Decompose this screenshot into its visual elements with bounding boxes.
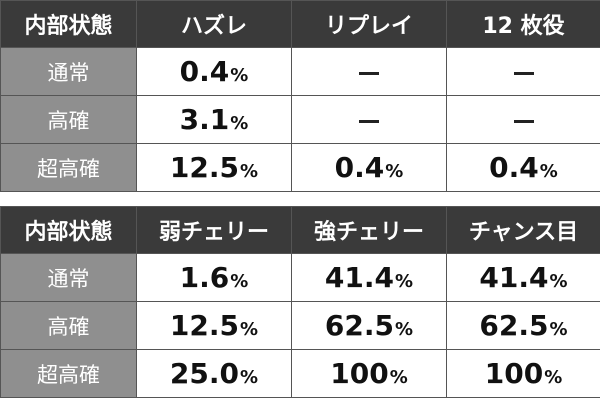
value-cell: 0.4% xyxy=(446,143,600,192)
table-row: 超高確 25.0% 100% 100% xyxy=(0,349,600,398)
value-cell: 12.5% xyxy=(136,143,292,192)
value-cell: 25.0% xyxy=(136,349,292,398)
value-cell: 12.5% xyxy=(136,301,292,350)
probability-table-1: 内部状態 ハズレ リプレイ 12 枚役 通常 0.4% 高確 3.1% 超高確 … xyxy=(0,0,600,192)
percent-sign: % xyxy=(544,367,563,388)
state-cell: 高確 xyxy=(0,95,137,144)
state-cell: 超高確 xyxy=(0,349,137,398)
percent-sign: % xyxy=(395,271,414,292)
table-row: 高確 12.5% 62.5% 62.5% xyxy=(0,301,600,350)
value-number: 1.6 xyxy=(179,261,230,294)
percent-sign: % xyxy=(539,161,558,182)
value-cell: 0.4% xyxy=(136,47,292,96)
header-cell-hazure: ハズレ xyxy=(136,0,292,48)
value-number: 25.0 xyxy=(169,357,240,390)
state-cell: 高確 xyxy=(0,301,137,350)
percent-sign: % xyxy=(240,319,259,340)
dash-mark xyxy=(359,71,379,75)
value-number: 62.5 xyxy=(324,309,395,342)
value-cell: 3.1% xyxy=(136,95,292,144)
value-cell: 1.6% xyxy=(136,253,292,302)
value-cell: 100% xyxy=(446,349,600,398)
value-cell: 0.4% xyxy=(291,143,447,192)
percent-sign: % xyxy=(230,271,249,292)
value-number: 12.5 xyxy=(169,151,240,184)
value-number: 3.1 xyxy=(179,103,230,136)
header-row: 内部状態 弱チェリー 強チェリー チャンス目 xyxy=(0,206,600,254)
table-row: 通常 0.4% xyxy=(0,47,600,96)
header-cell-strong-cherry: 強チェリー xyxy=(291,206,447,254)
percent-sign: % xyxy=(395,319,414,340)
header-cell-weak-cherry: 弱チェリー xyxy=(136,206,292,254)
value-cell: 100% xyxy=(291,349,447,398)
value-cell xyxy=(446,95,600,144)
value-cell: 62.5% xyxy=(446,301,600,350)
percent-sign: % xyxy=(385,161,404,182)
value-number: 12.5 xyxy=(169,309,240,342)
table-row: 超高確 12.5% 0.4% 0.4% xyxy=(0,143,600,192)
value-number: 62.5 xyxy=(479,309,549,342)
percent-sign: % xyxy=(230,113,249,134)
value-cell xyxy=(291,47,447,96)
state-cell: 超高確 xyxy=(0,143,137,192)
percent-sign: % xyxy=(549,319,568,340)
value-cell xyxy=(446,47,600,96)
value-number: 41.4 xyxy=(324,261,395,294)
header-cell-state: 内部状態 xyxy=(0,206,137,254)
value-number: 41.4 xyxy=(479,261,549,294)
header-row: 内部状態 ハズレ リプレイ 12 枚役 xyxy=(0,0,600,48)
value-number: 0.4 xyxy=(489,151,539,184)
state-cell: 通常 xyxy=(0,253,137,302)
header-cell-replay: リプレイ xyxy=(291,0,447,48)
value-cell: 41.4% xyxy=(291,253,447,302)
state-cell: 通常 xyxy=(0,47,137,96)
dash-mark xyxy=(513,119,534,123)
dash-mark xyxy=(513,71,534,75)
value-number: 100 xyxy=(484,357,544,390)
table-row: 通常 1.6% 41.4% 41.4% xyxy=(0,253,600,302)
percent-sign: % xyxy=(389,367,408,388)
value-cell: 62.5% xyxy=(291,301,447,350)
value-number: 100 xyxy=(330,357,389,390)
header-cell-chance-me: チャンス目 xyxy=(446,206,600,254)
percent-sign: % xyxy=(230,65,249,86)
value-number: 0.4 xyxy=(334,151,385,184)
value-cell: 41.4% xyxy=(446,253,600,302)
percent-sign: % xyxy=(240,161,259,182)
dash-mark xyxy=(359,119,379,123)
percent-sign: % xyxy=(549,271,568,292)
header-cell-12mai: 12 枚役 xyxy=(446,0,600,48)
value-number: 0.4 xyxy=(179,55,230,88)
header-cell-state: 内部状態 xyxy=(0,0,137,48)
table-row: 高確 3.1% xyxy=(0,95,600,144)
probability-table-2: 内部状態 弱チェリー 強チェリー チャンス目 通常 1.6% 41.4% 41.… xyxy=(0,206,600,398)
value-cell xyxy=(291,95,447,144)
percent-sign: % xyxy=(240,367,259,388)
